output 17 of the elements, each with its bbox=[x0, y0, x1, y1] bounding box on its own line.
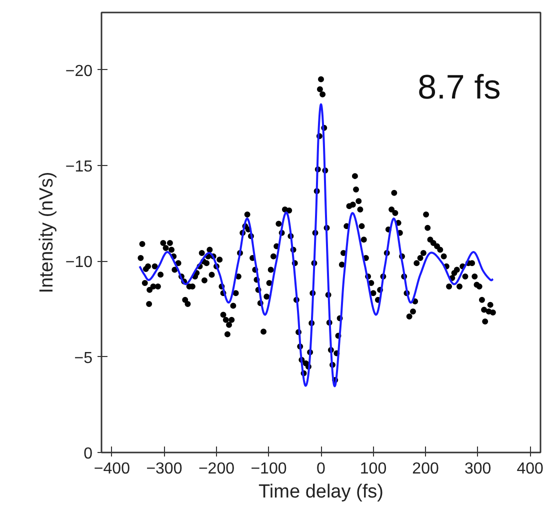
x-tick-label: 0 bbox=[316, 460, 326, 478]
x-axis-title: Time delay (fs) bbox=[258, 482, 384, 502]
x-tick-label: −100 bbox=[250, 460, 287, 478]
y-tick-label: 0 bbox=[84, 446, 93, 462]
y-tick-label: −20 bbox=[65, 62, 93, 80]
x-tick-label: 400 bbox=[516, 460, 544, 478]
y-tick-label: −5 bbox=[74, 350, 93, 367]
annotation: 8.7 fs bbox=[418, 68, 501, 106]
x-tick-label: −300 bbox=[146, 460, 182, 478]
x-tick-label: −200 bbox=[198, 460, 235, 478]
x-tick-label: 300 bbox=[464, 460, 492, 478]
x-tick-label: 200 bbox=[412, 460, 439, 478]
y-tick-label: −15 bbox=[65, 158, 93, 176]
y-axis-title: Intensity (nVs) bbox=[36, 172, 58, 294]
y-tick-label: −10 bbox=[65, 254, 93, 272]
x-tick-label: 100 bbox=[360, 460, 387, 478]
x-tick-label: −400 bbox=[94, 460, 130, 478]
